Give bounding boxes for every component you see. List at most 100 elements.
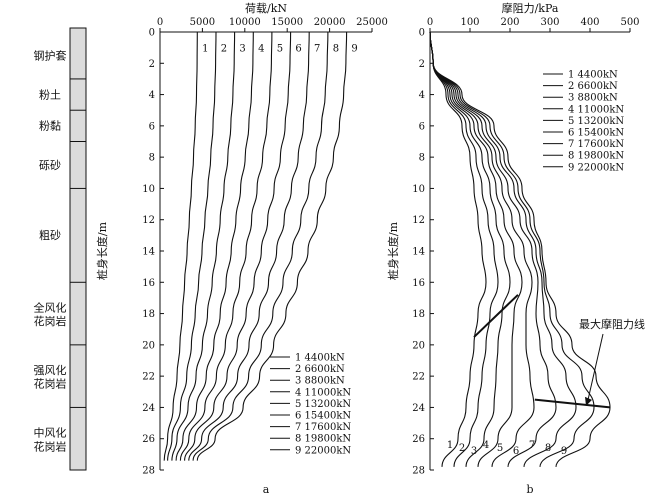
strata-label: 全风化花岗岩	[34, 300, 67, 328]
b-legend-entry: 2 6600kN	[568, 81, 618, 92]
a-y-tick-label: 0	[149, 28, 155, 39]
b-x-tick-label: 100	[460, 17, 479, 28]
a-curve-label: 8	[333, 44, 339, 55]
a-curve-label: 7	[314, 44, 320, 55]
b-x-tick-label: 500	[620, 17, 639, 28]
b-y-tick-label: 8	[419, 153, 425, 164]
b-y-tick-label: 28	[412, 466, 425, 477]
b-series-line-3	[429, 31, 511, 467]
strata-label-line: 全风化	[34, 300, 67, 314]
b-y-tick-label: 4	[419, 90, 425, 101]
a-series-line-8	[192, 31, 329, 461]
b-series-line-8	[429, 31, 595, 468]
b-y-tick-label: 10	[412, 184, 425, 195]
a-legend-entry: 1 4400kN	[295, 353, 345, 364]
a-series-line-2	[167, 31, 217, 461]
b-series-line-2	[429, 31, 499, 467]
b-y-tick-label: 12	[412, 215, 425, 226]
panel-a-y-axis-label: 桩身长度/m	[95, 221, 109, 280]
a-y-tick-label: 22	[142, 372, 155, 383]
a-legend-entry: 9 22000kN	[295, 445, 351, 456]
b-y-tick-label: 20	[412, 340, 425, 351]
a-legend-entry: 3 8800kN	[295, 376, 345, 387]
b-series-line-5	[429, 31, 535, 467]
strata-label-line: 强风化	[34, 363, 67, 377]
a-legend-entry: 5 13200kN	[295, 399, 351, 410]
a-x-tick-label: 25000	[356, 17, 388, 28]
a-curve-label: 1	[202, 44, 208, 55]
annotation-arrow-line	[587, 333, 604, 400]
panel-a-subplot-label: a	[263, 483, 270, 496]
b-curve-label: 4	[483, 440, 489, 451]
panel-a-ticks: 0 5000 10000 15000 20000 25000024681012141618…	[142, 17, 388, 477]
a-legend-entry: 4 11000kN	[295, 387, 351, 398]
b-series-line-7	[429, 31, 577, 468]
b-y-tick-label: 26	[412, 434, 425, 445]
panel-b-curves	[429, 31, 611, 468]
b-y-tick-label: 0	[419, 28, 425, 39]
a-curve-label: 6	[295, 44, 301, 55]
b-series-line-1	[429, 31, 487, 467]
a-x-tick-label: 0	[157, 17, 163, 28]
a-y-tick-label: 6	[149, 121, 155, 132]
strata-label-line: 花岗岩	[34, 314, 67, 328]
a-curve-label: 9	[351, 44, 357, 55]
a-series-line-3	[171, 31, 236, 461]
a-curve-label: 3	[239, 44, 245, 55]
b-x-tick-label: 300	[540, 17, 559, 28]
max-friction-line	[534, 398, 611, 409]
strata-label: 粗砂	[39, 229, 61, 242]
a-y-tick-label: 12	[142, 215, 155, 226]
panel-b-annotation: 最大摩阻力线	[579, 317, 645, 406]
a-y-tick-label: 8	[149, 153, 155, 164]
a-y-tick-label: 24	[142, 403, 155, 414]
b-curve-label: 6	[513, 446, 519, 457]
b-x-tick-label: 400	[580, 17, 599, 28]
b-x-tick-label: 200	[500, 17, 519, 28]
strata-dividers	[70, 78, 86, 408]
a-x-tick-label: 15000	[271, 17, 303, 28]
b-legend-entry: 6 15400kN	[568, 128, 624, 139]
b-x-tick-label: 0	[427, 17, 433, 28]
a-y-tick-label: 20	[142, 340, 155, 351]
a-series-line-6	[184, 31, 292, 461]
strata-label: 砾砂	[39, 159, 61, 172]
b-legend-entry: 9 22000kN	[568, 162, 624, 173]
strata-label: 粉土	[39, 88, 61, 101]
panel-b-curve-labels: 1 2 34 5 67 8 9	[447, 440, 567, 457]
strata-column-frame	[69, 27, 87, 471]
a-y-tick-label: 28	[142, 466, 155, 477]
a-curve-label: 5	[277, 44, 283, 55]
b-curve-label: 8	[545, 443, 551, 454]
strata-label-line: 中风化	[34, 426, 67, 440]
strata-label-line: 花岗岩	[34, 439, 67, 453]
b-curve-label: 2	[459, 443, 465, 454]
b-curve-label: 1	[447, 440, 453, 451]
a-y-tick-label: 10	[142, 184, 155, 195]
b-y-tick-label: 24	[412, 403, 425, 414]
b-y-tick-label: 6	[419, 121, 425, 132]
panel-b-y-axis-label: 桩身长度/m	[386, 221, 400, 280]
a-x-tick-label: 20000	[314, 17, 346, 28]
max-friction-line	[473, 294, 519, 338]
panel-a-curves	[163, 31, 348, 461]
b-curve-label: 9	[561, 446, 567, 457]
panel-a-load-chart: 0 5000 10000 15000 20000 25000024681012141618…	[95, 2, 388, 496]
a-y-tick-label: 4	[149, 90, 155, 101]
b-y-tick-label: 14	[412, 247, 425, 258]
b-legend-entry: 7 17600kN	[568, 139, 624, 150]
a-series-line-7	[188, 31, 310, 461]
a-legend-entry: 7 17600kN	[295, 422, 351, 433]
strata-label-line: 花岗岩	[34, 377, 67, 391]
a-curve-label: 2	[221, 44, 227, 55]
a-y-tick-label: 14	[142, 247, 155, 258]
b-y-tick-label: 16	[412, 278, 425, 289]
b-series-line-4	[429, 31, 523, 467]
a-y-tick-label: 16	[142, 278, 155, 289]
b-legend-entry: 3 8800kN	[568, 93, 618, 104]
strata-label: 钢护套	[34, 48, 67, 62]
a-y-tick-label: 18	[142, 309, 155, 320]
